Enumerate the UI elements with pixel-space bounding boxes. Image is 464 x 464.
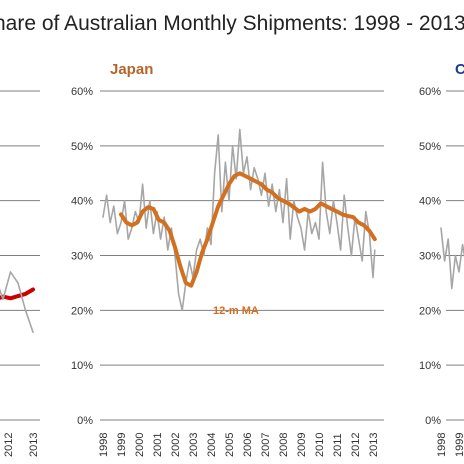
- y-tick-label: 30%: [71, 251, 93, 263]
- panel-title-right: C: [455, 61, 464, 78]
- series-line-raw: [440, 227, 464, 290]
- x-tick-label: 1999: [116, 433, 128, 457]
- x-tick-label: 2012: [3, 433, 15, 457]
- x-tick-label: 2009: [296, 433, 308, 457]
- series-line-ma: [0, 287, 35, 301]
- y-tick-label: 50%: [419, 141, 441, 153]
- x-tick-label: 2000: [134, 433, 146, 457]
- y-tick-label: 0%: [425, 415, 441, 427]
- y-tick-label: 60%: [419, 86, 441, 98]
- x-tick-label: 1998: [436, 433, 448, 457]
- japan-panel: Japan 0% 10% 20% 30% 40% 50% 60% 1998 1999 2000 2…: [71, 61, 384, 457]
- y-tick-label: 50%: [71, 141, 93, 153]
- y-tick-label: 40%: [419, 196, 441, 208]
- y-tick-label: 30%: [419, 251, 441, 263]
- x-tick-label: 2013: [28, 433, 40, 457]
- x-tick-label: 2001: [152, 433, 164, 457]
- x-tick-label: 2004: [206, 433, 218, 457]
- y-tick-label: 40%: [71, 196, 93, 208]
- y-tick-label: 60%: [71, 86, 93, 98]
- y-tick-label: 10%: [71, 360, 93, 372]
- y-tick-label: 20%: [71, 305, 93, 317]
- x-tick-label: 2007: [260, 433, 272, 457]
- x-tick-label: 2013: [368, 433, 380, 457]
- series-line-raw: [0, 271, 34, 334]
- chart-title: Share of Australian Monthly Shipments: 1…: [0, 12, 464, 35]
- x-tick-label: 2005: [224, 433, 236, 457]
- x-tick-label: 2012: [350, 433, 362, 457]
- right-panel: C 0% 10% 20% 30% 40% 50% 60% 1998 1999: [419, 61, 464, 457]
- left-panel: 2012 2013: [0, 90, 40, 457]
- x-tick-label: 2011: [332, 433, 344, 457]
- y-tick-label: 20%: [419, 305, 441, 317]
- x-tick-label: 1999: [454, 433, 464, 457]
- ma-annotation: 12-m MA: [213, 305, 259, 317]
- x-tick-label: 2003: [188, 433, 200, 457]
- panel-title-japan: Japan: [110, 61, 153, 78]
- y-tick-label: 0%: [77, 415, 93, 427]
- series-line-raw: [102, 128, 376, 312]
- x-tick-label: 1998: [98, 433, 110, 457]
- x-tick-label: 2002: [170, 433, 182, 457]
- x-tick-label: 2006: [242, 433, 254, 457]
- x-tick-label: 2008: [278, 433, 290, 457]
- x-tick-label: 2010: [314, 433, 326, 457]
- series-line-ma: [119, 171, 377, 288]
- y-tick-label: 10%: [419, 360, 441, 372]
